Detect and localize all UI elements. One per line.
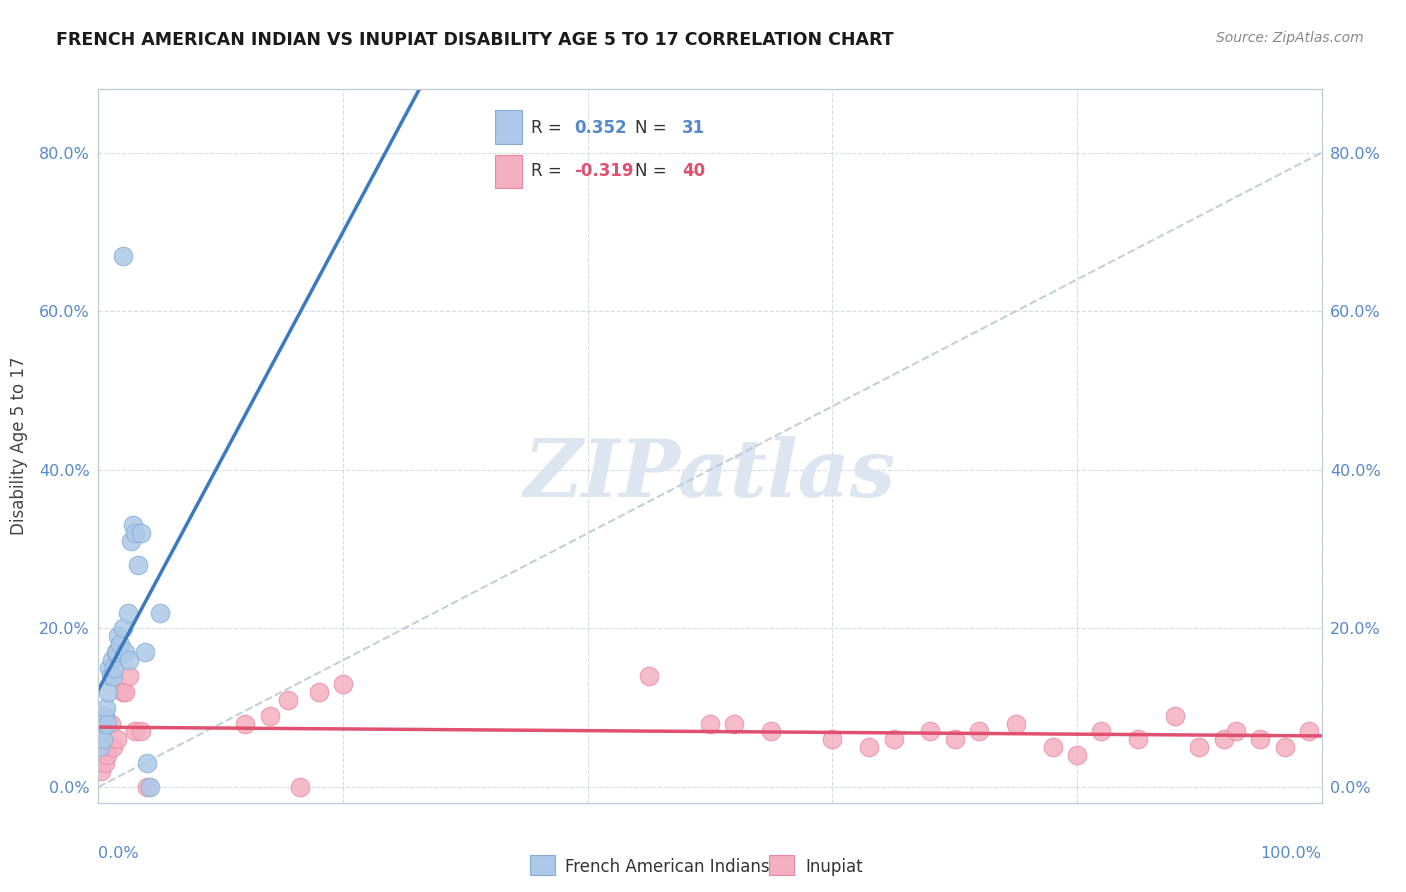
Point bbox=[1188, 740, 1211, 755]
Point bbox=[1066, 748, 1088, 763]
Text: R =: R = bbox=[530, 119, 567, 137]
Point bbox=[110, 637, 132, 651]
Point bbox=[100, 716, 122, 731]
Point bbox=[1042, 740, 1064, 755]
Point bbox=[761, 724, 783, 739]
Text: N =: N = bbox=[636, 119, 672, 137]
Point bbox=[1298, 724, 1320, 739]
Point bbox=[101, 669, 124, 683]
Point bbox=[111, 685, 134, 699]
Text: Inupiat: Inupiat bbox=[806, 858, 863, 876]
Point bbox=[93, 708, 115, 723]
Text: 0.352: 0.352 bbox=[575, 119, 627, 137]
Text: ZIPatlas: ZIPatlas bbox=[524, 436, 896, 513]
Point bbox=[105, 645, 128, 659]
Point bbox=[1274, 740, 1296, 755]
Bar bbox=[769, 855, 794, 875]
Point bbox=[93, 756, 115, 771]
Point bbox=[139, 780, 162, 794]
Point bbox=[134, 645, 156, 659]
Point bbox=[1164, 708, 1187, 723]
Point bbox=[90, 724, 112, 739]
Point bbox=[91, 716, 114, 731]
Point bbox=[129, 526, 152, 541]
Point bbox=[118, 653, 141, 667]
Point bbox=[117, 606, 139, 620]
Point bbox=[821, 732, 844, 747]
Bar bbox=[495, 154, 522, 188]
Point bbox=[967, 724, 990, 739]
Point bbox=[259, 708, 281, 723]
Point bbox=[723, 716, 745, 731]
Point bbox=[1090, 724, 1112, 739]
Point bbox=[121, 518, 143, 533]
Point bbox=[98, 661, 121, 675]
Y-axis label: Disability Age 5 to 17: Disability Age 5 to 17 bbox=[10, 357, 28, 535]
Point bbox=[97, 685, 120, 699]
Text: R =: R = bbox=[530, 162, 567, 180]
Point bbox=[103, 661, 125, 675]
Point bbox=[124, 724, 146, 739]
Point bbox=[111, 621, 134, 635]
Point bbox=[114, 685, 136, 699]
Point bbox=[233, 716, 256, 731]
Point bbox=[107, 629, 129, 643]
Point bbox=[883, 732, 905, 747]
Point bbox=[127, 558, 149, 572]
Point bbox=[1249, 732, 1271, 747]
Point bbox=[1004, 716, 1026, 731]
Point bbox=[277, 692, 299, 706]
Point bbox=[1212, 732, 1234, 747]
Point bbox=[89, 740, 111, 755]
Point bbox=[699, 716, 721, 731]
Text: French American Indians: French American Indians bbox=[565, 858, 770, 876]
Point bbox=[290, 780, 312, 794]
Point bbox=[101, 740, 124, 755]
Point bbox=[1225, 724, 1247, 739]
Point bbox=[136, 780, 159, 794]
Point bbox=[149, 606, 172, 620]
Text: 40: 40 bbox=[682, 162, 704, 180]
Point bbox=[100, 669, 122, 683]
Point bbox=[114, 645, 136, 659]
Text: 0.0%: 0.0% bbox=[98, 847, 139, 862]
Point bbox=[90, 764, 112, 778]
Text: N =: N = bbox=[636, 162, 672, 180]
Point bbox=[920, 724, 942, 739]
Point bbox=[111, 249, 134, 263]
Bar bbox=[495, 111, 522, 144]
Bar bbox=[530, 855, 555, 875]
Point bbox=[308, 685, 330, 699]
Point bbox=[124, 526, 146, 541]
Point bbox=[118, 669, 141, 683]
Point bbox=[94, 700, 117, 714]
Point bbox=[943, 732, 966, 747]
Point bbox=[129, 724, 152, 739]
Point bbox=[638, 669, 661, 683]
Point bbox=[96, 748, 118, 763]
Point bbox=[332, 677, 354, 691]
Text: FRENCH AMERICAN INDIAN VS INUPIAT DISABILITY AGE 5 TO 17 CORRELATION CHART: FRENCH AMERICAN INDIAN VS INUPIAT DISABI… bbox=[56, 31, 894, 49]
Point bbox=[105, 732, 128, 747]
Point bbox=[96, 716, 118, 731]
Point bbox=[104, 645, 127, 659]
Point bbox=[101, 653, 124, 667]
Point bbox=[91, 732, 114, 747]
Text: -0.319: -0.319 bbox=[575, 162, 634, 180]
Point bbox=[136, 756, 159, 771]
Point bbox=[1128, 732, 1150, 747]
Point bbox=[858, 740, 880, 755]
Point bbox=[120, 534, 142, 549]
Text: Source: ZipAtlas.com: Source: ZipAtlas.com bbox=[1216, 31, 1364, 45]
Text: 100.0%: 100.0% bbox=[1261, 847, 1322, 862]
Text: 31: 31 bbox=[682, 119, 704, 137]
